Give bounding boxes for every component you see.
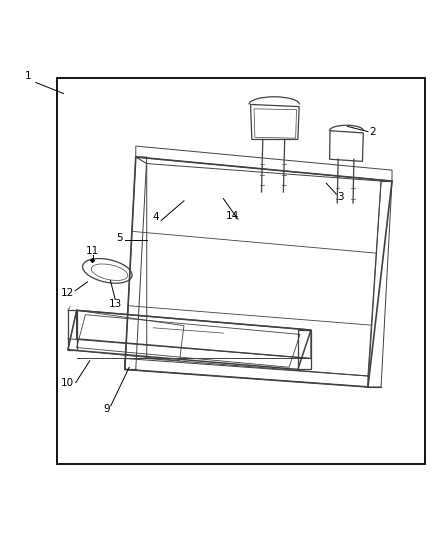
- Text: 14: 14: [226, 211, 239, 221]
- Text: 5: 5: [116, 233, 123, 243]
- Text: 12: 12: [60, 288, 74, 298]
- Text: 4: 4: [152, 213, 159, 222]
- Text: 13: 13: [109, 298, 122, 309]
- Text: 1: 1: [25, 71, 32, 81]
- Bar: [57, 78, 425, 464]
- Text: 3: 3: [337, 192, 344, 203]
- Text: 9: 9: [103, 404, 110, 414]
- Text: 11: 11: [85, 246, 99, 256]
- Text: 10: 10: [60, 377, 74, 387]
- Text: 2: 2: [369, 127, 376, 136]
